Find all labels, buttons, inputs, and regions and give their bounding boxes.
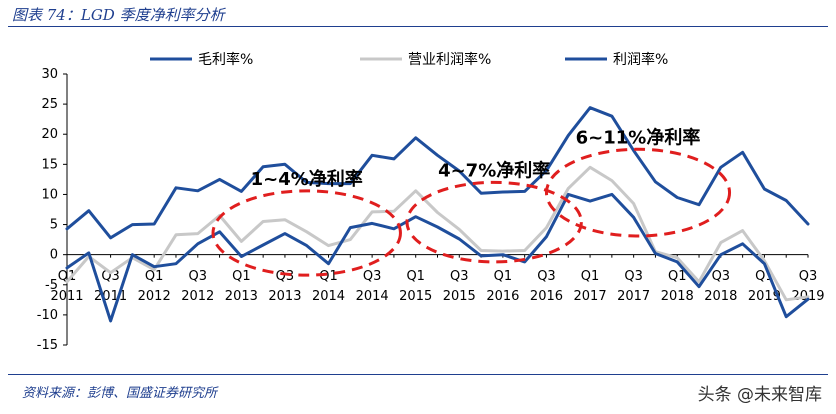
annotation-label-2: 6~11%净利率 xyxy=(576,126,701,148)
x-tick-quarter-label: Q3 xyxy=(276,269,295,284)
x-tick-quarter-label: Q3 xyxy=(450,269,469,284)
y-tick-label: 0 xyxy=(50,248,58,263)
x-tick-quarter-label: Q3 xyxy=(712,269,731,284)
x-tick-quarter-label: Q3 xyxy=(799,269,818,284)
x-axis: Q1 2011 Q3 2011 Q1 2012 Q3 2012 Q1 2013 Q3 2013 Q1 20… xyxy=(50,254,825,304)
y-tick-label: 5 xyxy=(50,218,58,233)
x-tick-quarter-label: Q1 xyxy=(581,269,600,284)
x-tick-year-label: 2017 xyxy=(574,289,607,304)
x-tick-year-label: 2012 xyxy=(181,289,214,304)
annotation-label-0: 1~4%净利率 xyxy=(251,168,363,190)
legend-label-1: 营业利润率% xyxy=(408,51,491,68)
series-layer xyxy=(65,106,810,323)
y-tick-label: -5 xyxy=(45,278,58,293)
header-rule xyxy=(8,26,828,27)
footer-rule xyxy=(8,374,828,375)
x-tick-quarter-label: Q3 xyxy=(101,269,120,284)
x-tick-quarter-label: Q1 xyxy=(319,269,338,284)
x-tick-year-label: 2016 xyxy=(530,289,563,304)
y-tick-label: 30 xyxy=(41,67,58,82)
x-tick-year-label: 2014 xyxy=(312,289,345,304)
x-tick-year-label: 2015 xyxy=(443,289,476,304)
x-tick-quarter-label: Q3 xyxy=(189,269,208,284)
x-tick-year-label: 2016 xyxy=(486,289,519,304)
figure-footer: 资料来源：彭博、国盛证券研究所 头条 @未来智库 xyxy=(0,372,836,414)
x-tick-quarter-label: Q1 xyxy=(494,269,513,284)
series-line-2 xyxy=(65,192,810,323)
x-tick-quarter-label: Q1 xyxy=(145,269,164,284)
y-axis: -15 -10 -5 0 5 10 15 20 25 30 xyxy=(37,67,68,353)
legend-label-2: 利润率% xyxy=(613,51,668,68)
annotation-label-1: 4~7%净利率 xyxy=(438,159,550,181)
x-tick-year-label: 2019 xyxy=(748,289,781,304)
y-tick-label: -15 xyxy=(37,338,58,353)
y-tick-label: 20 xyxy=(41,127,58,142)
x-tick-year-label: 2013 xyxy=(225,289,258,304)
figure-header: 图表 74：LGD 季度净利率分析 xyxy=(0,0,836,28)
x-tick-quarter-label: Q1 xyxy=(232,269,251,284)
x-tick-year-label: 2018 xyxy=(661,289,694,304)
annotation-ellipse-0 xyxy=(211,189,402,277)
series-line-1 xyxy=(65,165,810,302)
x-tick-quarter-label: Q1 xyxy=(58,269,77,284)
y-tick-label: 10 xyxy=(41,187,58,202)
annotation-ellipse-2 xyxy=(544,147,732,238)
x-tick-quarter-label: Q1 xyxy=(406,269,425,284)
y-tick-label: 25 xyxy=(41,97,58,112)
x-tick-year-label: 2018 xyxy=(704,289,737,304)
x-tick-year-label: 2011 xyxy=(50,289,83,304)
legend: 毛利率% 营业利润率% 利润率% xyxy=(150,51,668,68)
series-line-0 xyxy=(65,106,810,240)
x-tick-quarter-label: Q3 xyxy=(624,269,643,284)
x-tick-year-label: 2015 xyxy=(399,289,432,304)
source-note: 资料来源：彭博、国盛证券研究所 xyxy=(22,386,218,401)
annotation-layer: 1~4%净利率 4~7%净利率 6~11%净利率 xyxy=(211,126,732,277)
x-tick-year-label: 2013 xyxy=(268,289,301,304)
figure-title: 图表 74：LGD 季度净利率分析 xyxy=(12,6,225,24)
annotation-ellipse-1 xyxy=(405,180,583,264)
x-tick-quarter-label: Q3 xyxy=(537,269,556,284)
x-tick-quarter-label: Q1 xyxy=(668,269,687,284)
x-tick-year-label: 2017 xyxy=(617,289,650,304)
y-tick-label: 15 xyxy=(41,157,58,172)
y-tick-label: -10 xyxy=(37,308,58,323)
net-margin-chart: 毛利率% 营业利润率% 利润率% -15 -10 -5 0 5 10 15 20 25 30 Q1 20… xyxy=(37,51,825,353)
x-tick-year-label: 2012 xyxy=(138,289,171,304)
x-tick-quarter-label: Q3 xyxy=(363,269,382,284)
x-tick-year-label: 2014 xyxy=(356,289,389,304)
legend-label-0: 毛利率% xyxy=(198,51,253,68)
watermark: 头条 @未来智库 xyxy=(697,385,822,405)
x-tick-year-label: 2011 xyxy=(94,289,127,304)
